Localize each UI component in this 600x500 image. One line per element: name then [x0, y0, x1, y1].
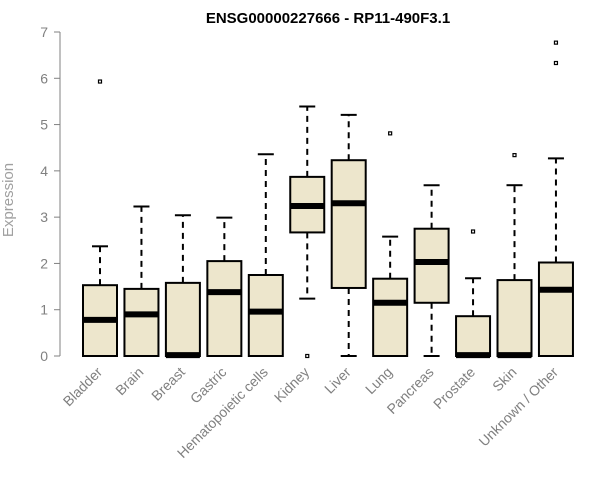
y-axis: 0 1 2 3 4 5 6 7 — [40, 24, 61, 364]
outlier-point — [553, 60, 559, 66]
x-label-breast: Breast — [148, 364, 188, 404]
box-hematopoietic-cells — [247, 153, 284, 357]
box-kidney — [289, 105, 326, 359]
box-iqr — [206, 260, 243, 357]
x-label-bladder: Bladder — [60, 364, 106, 410]
box-breast — [164, 214, 201, 359]
outlier-point — [97, 79, 103, 84]
y-tick-label: 5 — [40, 117, 48, 133]
box-lung — [372, 131, 409, 357]
outlier-point — [512, 153, 517, 158]
x-label-brain: Brain — [112, 364, 146, 398]
x-label-lung: Lung — [362, 364, 395, 397]
y-tick-label: 6 — [40, 70, 48, 86]
box-gastric — [206, 216, 243, 357]
y-axis-title: Expression — [0, 163, 17, 237]
x-label-unknown-other: Unknown / Other — [475, 364, 561, 450]
box-iqr — [537, 261, 574, 358]
y-tick-label: 3 — [40, 209, 48, 225]
box-iqr — [123, 287, 160, 357]
y-tick-label: 2 — [40, 255, 48, 271]
chart-title: ENSG00000227666 - RP11-490F3.1 — [206, 10, 450, 27]
box-liver — [330, 113, 367, 357]
x-label-prostate: Prostate — [430, 364, 478, 412]
y-tick-label: 1 — [40, 302, 48, 318]
box-prostate — [455, 229, 492, 359]
box-brain — [123, 205, 160, 357]
box-iqr — [413, 227, 450, 304]
y-tick-label: 7 — [40, 24, 48, 40]
y-tick-label: 0 — [40, 348, 48, 364]
box-iqr — [496, 279, 533, 357]
x-label-liver: Liver — [321, 364, 354, 397]
box-pancreas — [413, 184, 450, 357]
box-iqr — [247, 274, 284, 357]
outlier-point — [470, 229, 476, 234]
box-bladder — [82, 79, 118, 358]
box-iqr — [164, 281, 201, 357]
box-iqr — [455, 315, 492, 357]
box-skin — [496, 153, 533, 359]
box-iqr — [372, 277, 409, 357]
box-iqr — [330, 159, 367, 289]
box-unknown-other — [537, 40, 574, 358]
outlier-point — [388, 131, 393, 136]
x-label-kidney: Kidney — [271, 364, 313, 406]
outlier-point — [305, 353, 310, 359]
x-label-skin: Skin — [489, 364, 520, 395]
boxes-group — [82, 40, 574, 359]
y-tick-label: 4 — [40, 163, 48, 179]
outlier-point — [553, 40, 559, 45]
